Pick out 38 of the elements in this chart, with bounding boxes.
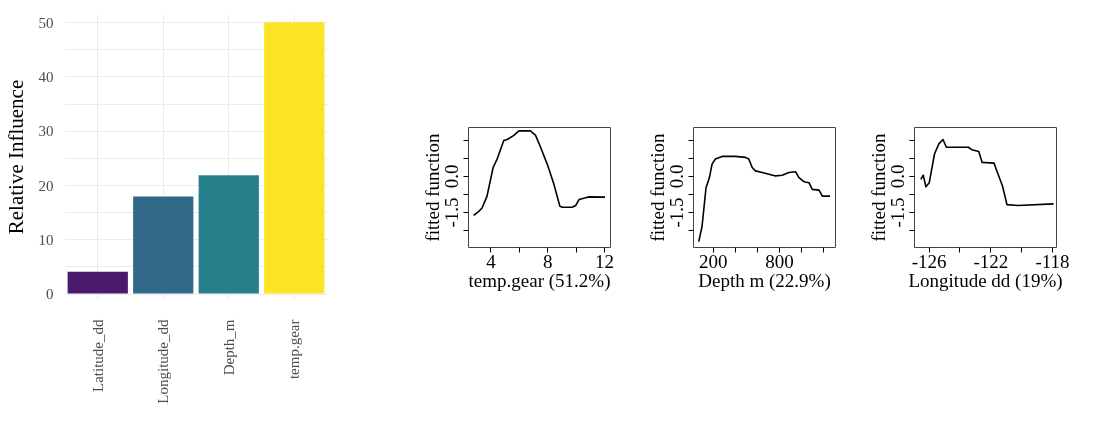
x-tick-label: 200 [698,250,728,272]
y-tick-label: -1.5 [886,197,908,228]
y-axis-title: fitted function [646,132,668,242]
y-axis-title: Relative Influence [3,79,28,235]
bar [133,196,194,294]
bar [198,175,259,294]
bar [264,22,325,294]
y-tick-label: 10 [38,231,54,248]
x-tick-label: -118 [1035,250,1070,272]
bar [67,271,128,294]
y-axis-title: fitted function [421,132,443,242]
y-tick-label: -1.5 [440,197,462,228]
x-axis-title: Depth m (22.9%) [698,269,831,292]
line-series [919,138,1055,207]
y-tick-label: 20 [38,177,54,194]
y-tick-label: 30 [38,123,54,140]
x-tick-label: 4 [486,250,497,272]
y-tick-label: -1.5 [665,197,687,228]
y-tick-label: 0 [46,286,54,303]
line-series [697,155,831,243]
line-series [472,130,606,217]
x-tick-label: Depth_m [220,319,237,376]
y-tick-label: 0.0 [440,164,462,189]
x-axis-title: temp.gear (51.2%) [468,269,611,292]
x-tick-label: -126 [911,250,947,272]
y-tick-label: 40 [38,68,54,85]
x-tick-label: 8 [542,250,553,272]
y-tick-label: 0.0 [886,164,908,189]
x-tick-label: temp.gear [286,319,303,380]
x-tick-label: 12 [595,250,615,272]
x-tick-label: -122 [973,250,1009,272]
y-tick-label: 50 [38,14,54,31]
x-axis-title: Longitude dd (19%) [908,269,1063,292]
y-tick-label: 0.0 [665,164,687,189]
x-tick-label: 800 [765,250,794,272]
x-tick-label: Longitude_dd [155,319,172,404]
y-axis-title: fitted function [867,132,889,242]
x-tick-label: Latitude_dd [89,319,106,392]
